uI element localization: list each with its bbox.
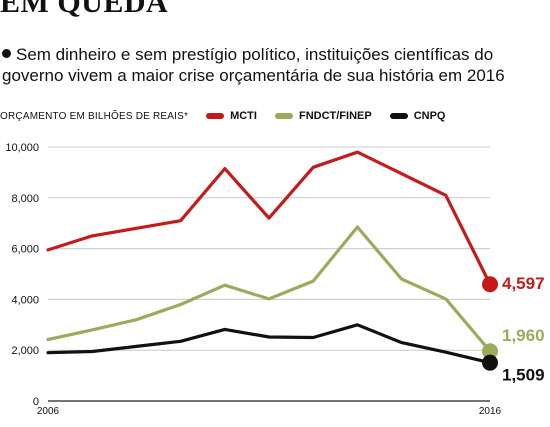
y-tick-label: 2,000 <box>11 345 39 357</box>
y-tick-label: 0 <box>33 396 39 408</box>
x-tick-label: 2006 <box>37 406 60 417</box>
y-tick-label: 10,000 <box>5 142 39 154</box>
end-value-label-cnpq: 1,509 <box>502 366 545 385</box>
y-tick-label: 4,000 <box>11 294 39 306</box>
end-value-label-fndct-finep: 1,960 <box>502 326 545 345</box>
legend-label-mcti: MCTI <box>230 110 257 122</box>
x-tick-label: 2016 <box>479 406 502 417</box>
intro-text-content: Sem dinheiro e sem prestígio político, i… <box>2 45 505 85</box>
end-marker-cnpq <box>482 354 498 371</box>
end-marker-fndct-finep <box>482 343 498 360</box>
legend-item-cnpq: CNPQ <box>389 110 446 122</box>
headline: EM QUEDA <box>0 0 169 19</box>
legend-item-fndct-finep: FNDCT/FINEP <box>274 110 372 122</box>
series-line-fndct-finep <box>46 225 492 353</box>
legend-swatch-cnpq <box>389 113 408 119</box>
line-chart: 0 2,000 4,000 6,000 8,000 10,000 2006 2016 4,597… <box>5 142 545 417</box>
end-marker-mcti <box>482 276 498 293</box>
legend-swatch-mcti <box>206 113 225 119</box>
series-line-mcti <box>46 150 492 286</box>
y-tick-label: 8,000 <box>11 193 39 205</box>
legend-item-mcti: MCTI <box>206 110 257 122</box>
unit-label: ORÇAMENTO EM BILHÕES DE REAIS* <box>0 110 189 122</box>
legend-label-fndct-finep: FNDCT/FINEP <box>298 110 372 122</box>
y-tick-label: 6,000 <box>11 244 39 256</box>
legend-swatch-fndct-finep <box>274 113 293 119</box>
series-line-cnpq <box>46 323 492 365</box>
bullet-icon <box>2 49 11 58</box>
legend-row: ORÇAMENTO EM BILHÕES DE REAIS* MCTI FNDC… <box>0 108 445 124</box>
end-value-label-mcti: 4,597 <box>502 274 545 293</box>
intro-text: Sem dinheiro e sem prestígio político, i… <box>2 44 548 86</box>
legend-label-cnpq: CNPQ <box>413 110 446 122</box>
